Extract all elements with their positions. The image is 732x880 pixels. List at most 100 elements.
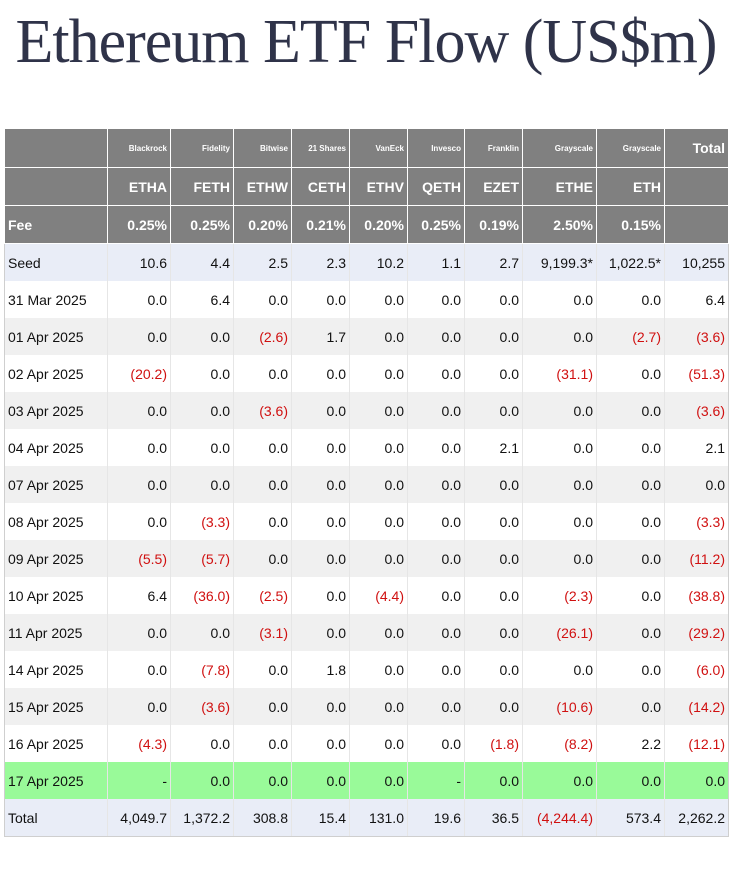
fee-value: 0.20% <box>349 205 408 244</box>
flow-cell: 0.0 <box>349 614 408 651</box>
flow-cell: 2.2 <box>596 725 665 762</box>
header-corner <box>4 128 108 168</box>
flow-cell: 0.0 <box>233 540 292 577</box>
fee-value: 0.21% <box>291 205 350 244</box>
flow-cell: 0.0 <box>349 725 408 762</box>
table-row: 08 Apr 2025 0.0 (3.3) 0.0 0.0 0.0 0.0 0.0 0.0 0.0… <box>4 503 729 540</box>
row-label: 02 Apr 2025 <box>4 355 108 392</box>
flow-cell: 0.0 <box>349 688 408 725</box>
flow-cell: 0.0 <box>233 762 292 799</box>
flow-cell: (4,244.4) <box>522 799 597 837</box>
flow-cell: 0.0 <box>233 466 292 503</box>
table-row: 11 Apr 2025 0.0 0.0 (3.1) 0.0 0.0 0.0 0.0 (26.1)… <box>4 614 729 651</box>
flow-cell: 131.0 <box>349 799 408 837</box>
flow-cell: 0.0 <box>596 614 665 651</box>
flow-cell: 0.0 <box>107 392 171 429</box>
ticker-header: ETH <box>596 167 665 206</box>
table-row: 09 Apr 2025 (5.5) (5.7) 0.0 0.0 0.0 0.0 0.0 0.0 0… <box>4 540 729 577</box>
ticker-header: ETHA <box>107 167 171 206</box>
flow-cell: 0.0 <box>291 540 350 577</box>
row-label: 09 Apr 2025 <box>4 540 108 577</box>
table-row: 16 Apr 2025 (4.3) 0.0 0.0 0.0 0.0 0.0 (1.8) (8.2… <box>4 725 729 762</box>
flow-cell: 573.4 <box>596 799 665 837</box>
flow-cell: 0.0 <box>407 725 465 762</box>
flow-cell: (8.2) <box>522 725 597 762</box>
ticker-header: CETH <box>291 167 350 206</box>
flow-cell: 0.0 <box>464 651 523 688</box>
flow-cell: (7.8) <box>170 651 234 688</box>
fee-value: 0.15% <box>596 205 665 244</box>
flow-cell: 0.0 <box>349 355 408 392</box>
ticker-header-row: ETHA FETH ETHW CETH ETHV QETH EZET ETHE … <box>4 167 729 206</box>
flow-cell: (31.1) <box>522 355 597 392</box>
fee-value: 0.19% <box>464 205 523 244</box>
flow-cell: 0.0 <box>349 762 408 799</box>
flow-cell: 0.0 <box>107 429 171 466</box>
flow-cell: 0.0 <box>464 540 523 577</box>
issuer-header: Grayscale <box>522 128 597 168</box>
flow-cell: 0.0 <box>596 466 665 503</box>
flow-cell: 19.6 <box>407 799 465 837</box>
flow-cell: (36.0) <box>170 577 234 614</box>
ticker-header: QETH <box>407 167 465 206</box>
flow-cell: (1.8) <box>464 725 523 762</box>
flow-table-body: Seed 10.6 4.4 2.5 2.3 10.2 1.1 2.7 9,199.3* 1,022… <box>4 243 729 837</box>
flow-cell: 0.0 <box>107 318 171 355</box>
flow-cell: 0.0 <box>407 281 465 318</box>
flow-cell: 0.0 <box>349 540 408 577</box>
row-label: Seed <box>4 243 108 281</box>
flow-cell: 0.0 <box>233 688 292 725</box>
fee-value-blank <box>664 205 729 244</box>
fee-label: Fee <box>4 205 108 244</box>
flow-cell: 0.0 <box>291 466 350 503</box>
flow-cell: 0.0 <box>522 281 597 318</box>
flow-cell: 0.0 <box>407 577 465 614</box>
issuer-header: Bitwise <box>233 128 292 168</box>
row-total-cell: (51.3) <box>664 355 729 392</box>
row-total-cell: (11.2) <box>664 540 729 577</box>
flow-cell: 0.0 <box>522 429 597 466</box>
table-row: 07 Apr 2025 0.0 0.0 0.0 0.0 0.0 0.0 0.0 0.0 0.0 0.… <box>4 466 729 503</box>
flow-cell: - <box>407 762 465 799</box>
issuer-header: Fidelity <box>170 128 234 168</box>
flow-cell: 1.7 <box>291 318 350 355</box>
flow-cell: 6.4 <box>170 281 234 318</box>
flow-cell: 0.0 <box>464 614 523 651</box>
flow-cell: 0.0 <box>349 318 408 355</box>
flow-cell: 0.0 <box>107 614 171 651</box>
row-total-cell: (6.0) <box>664 651 729 688</box>
flow-cell: (2.7) <box>596 318 665 355</box>
flow-cell: (5.5) <box>107 540 171 577</box>
issuer-header: Franklin <box>464 128 523 168</box>
flow-cell: (5.7) <box>170 540 234 577</box>
etf-flow-table: Blackrock Fidelity Bitwise 21 Shares Van… <box>4 128 729 837</box>
flow-cell: 0.0 <box>596 355 665 392</box>
ticker-header: EZET <box>464 167 523 206</box>
flow-cell: 0.0 <box>291 688 350 725</box>
flow-cell: 0.0 <box>596 688 665 725</box>
flow-cell: 0.0 <box>349 429 408 466</box>
flow-cell: 0.0 <box>522 466 597 503</box>
row-label: Total <box>4 799 108 837</box>
table-row: 01 Apr 2025 0.0 0.0 (2.6) 1.7 0.0 0.0 0.0 0.0 (2.… <box>4 318 729 355</box>
row-label: 10 Apr 2025 <box>4 577 108 614</box>
flow-cell: 0.0 <box>349 392 408 429</box>
row-label: 03 Apr 2025 <box>4 392 108 429</box>
flow-cell: 0.0 <box>107 466 171 503</box>
flow-cell: 0.0 <box>233 281 292 318</box>
flow-cell: 0.0 <box>291 429 350 466</box>
flow-cell: 0.0 <box>233 355 292 392</box>
flow-cell: 0.0 <box>596 429 665 466</box>
ticker-header: ETHE <box>522 167 597 206</box>
flow-cell: 0.0 <box>291 762 350 799</box>
row-label: 14 Apr 2025 <box>4 651 108 688</box>
flow-cell: 2.3 <box>291 243 350 281</box>
fee-value: 0.25% <box>107 205 171 244</box>
issuer-header: Grayscale <box>596 128 665 168</box>
fee-header-row: Fee 0.25% 0.25% 0.20% 0.21% 0.20% 0.25% … <box>4 205 729 244</box>
table-row: 15 Apr 2025 0.0 (3.6) 0.0 0.0 0.0 0.0 0.0 (10.6)… <box>4 688 729 725</box>
row-total-cell: (3.3) <box>664 503 729 540</box>
flow-cell: (2.3) <box>522 577 597 614</box>
flow-cell: 0.0 <box>596 503 665 540</box>
flow-cell: 0.0 <box>464 281 523 318</box>
